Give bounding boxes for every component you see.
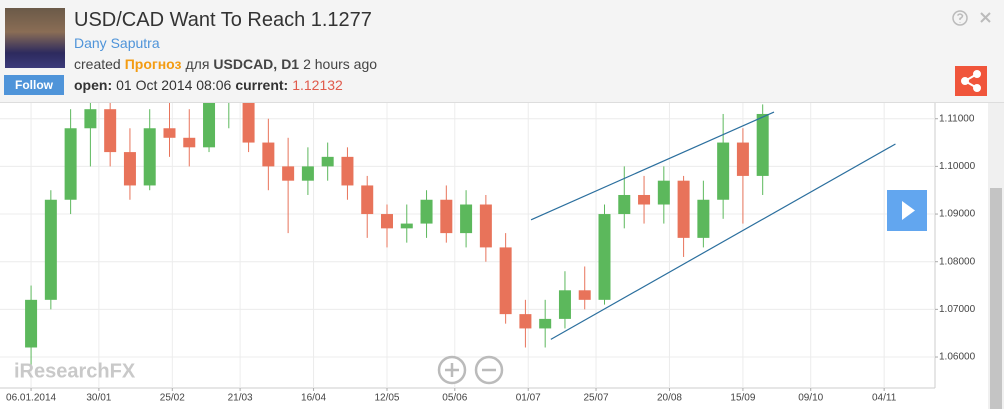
candle-body: [262, 142, 275, 167]
y-tick-label: 1.07000: [939, 304, 976, 315]
candle-body: [25, 299, 38, 348]
x-tick-label: 21/03: [228, 393, 253, 404]
candle-body: [301, 166, 314, 181]
candle-body: [64, 128, 77, 200]
x-tick-label: 06.01.2014: [6, 393, 56, 404]
zoom-in-glyph: [445, 363, 459, 377]
current-value: 1.12132: [292, 77, 343, 93]
candle-body: [143, 128, 156, 186]
time-ago: 2 hours ago: [303, 56, 378, 72]
x-tick-label: 30/01: [86, 393, 111, 404]
header-icons: [952, 10, 991, 96]
follow-button[interactable]: Follow: [4, 75, 64, 95]
y-tick-label: 1.11000: [939, 113, 975, 124]
candle-body: [697, 199, 710, 238]
candle-body: [203, 103, 216, 148]
candle-body: [321, 156, 334, 167]
candle-body: [163, 128, 176, 138]
candle-body: [242, 103, 255, 143]
x-tick-label: 16/04: [301, 393, 326, 404]
x-tick-label: 25/02: [160, 393, 185, 404]
candle-body: [460, 204, 473, 234]
candle-body: [123, 152, 136, 186]
current-label: current:: [235, 77, 289, 93]
idea-title: USD/CAD Want To Reach 1.1277: [74, 9, 372, 31]
trend-line: [530, 111, 775, 221]
x-tick-label: 12/05: [374, 393, 399, 404]
candle-body: [282, 166, 295, 181]
candle-body: [499, 247, 512, 315]
candle-body: [440, 199, 453, 234]
candle-body: [558, 290, 571, 319]
candle-body: [638, 194, 651, 205]
interval: D1: [281, 56, 300, 72]
meta-text: для: [185, 56, 210, 72]
candle-body: [657, 180, 670, 205]
candle-body: [44, 199, 57, 300]
candle-body: [341, 156, 354, 186]
open-label: open:: [74, 77, 113, 93]
share-button[interactable]: [955, 66, 987, 96]
candle-body: [519, 314, 532, 329]
candle-body: [183, 137, 196, 148]
help-glyph: [956, 13, 964, 23]
candle-body: [539, 318, 552, 329]
meta-text: created: [74, 56, 121, 72]
candle-body: [380, 214, 393, 229]
idea-meta: created Прогноз для USDCAD, D1 2 hours ago: [74, 56, 381, 72]
candle-body: [618, 194, 631, 215]
x-tick-label: 25/07: [584, 393, 609, 404]
candle-body: [717, 142, 730, 200]
plot-area: [0, 85, 935, 388]
candle-body: [598, 214, 611, 300]
watermark: iResearchFX: [14, 360, 136, 382]
y-tick-label: 1.09000: [939, 209, 976, 220]
x-tick-label: 20/08: [657, 393, 682, 404]
share-glyph: [961, 70, 981, 92]
candle-body: [104, 109, 117, 153]
x-tick-label: 05/06: [442, 393, 467, 404]
y-tick-label: 1.06000: [939, 352, 976, 363]
candle-body: [223, 85, 235, 95]
candle-body: [677, 180, 690, 238]
author-link[interactable]: Dany Saputra: [74, 35, 160, 51]
candle-body: [420, 199, 433, 224]
x-tick-label: 09/10: [798, 393, 823, 404]
candle-body: [400, 223, 413, 229]
scrollbar-thumb[interactable]: [990, 188, 1002, 409]
open-info: open: 01 Oct 2014 08:06 current: 1.12132: [74, 77, 347, 93]
help-icon[interactable]: [952, 10, 968, 26]
close-icon[interactable]: [980, 12, 991, 23]
x-tick-label: 15/09: [730, 393, 755, 404]
play-glyph: [902, 201, 915, 220]
candle-body: [736, 142, 749, 176]
x-tick-label: 04/11: [872, 393, 897, 404]
price-axis: [935, 103, 985, 388]
header: Follow USD/CAD Want To Reach 1.1277 Dany…: [0, 0, 1004, 103]
candle-body: [84, 109, 97, 129]
candle-body: [479, 204, 492, 248]
open-value: 01 Oct 2014 08:06: [116, 77, 232, 93]
candle-body: [756, 113, 769, 176]
y-tick-label: 1.08000: [939, 256, 976, 267]
candle-body: [361, 185, 374, 215]
y-tick-label: 1.10000: [939, 161, 976, 172]
x-tick-label: 01/07: [516, 393, 541, 404]
avatar[interactable]: [5, 8, 65, 68]
candle-body: [578, 290, 591, 300]
forecast-tag: Прогноз: [124, 56, 182, 72]
symbol: USDCAD,: [213, 56, 278, 72]
trend-line: [550, 143, 896, 340]
